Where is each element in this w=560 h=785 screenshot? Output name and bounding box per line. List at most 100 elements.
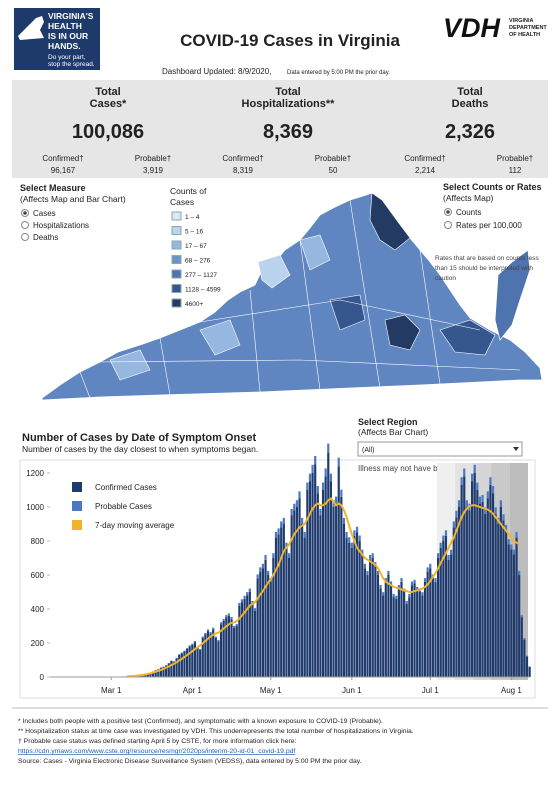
bar (457, 507, 461, 677)
bar (280, 521, 283, 528)
bar (217, 639, 220, 642)
bar (209, 633, 212, 677)
bar (301, 524, 304, 677)
bar (274, 537, 278, 677)
bar (439, 542, 442, 548)
bar (395, 598, 398, 677)
bar (193, 640, 197, 643)
bar (225, 615, 228, 618)
bar (379, 585, 382, 589)
bar (293, 503, 296, 511)
radio-label[interactable]: Deaths (33, 233, 58, 242)
kpi-title: Cases* (90, 98, 127, 110)
bar (382, 592, 385, 596)
bar (251, 601, 254, 604)
bar (395, 595, 398, 599)
bar (272, 558, 275, 677)
kpi-title: Deaths (452, 98, 489, 110)
bar (222, 620, 225, 677)
radio-label[interactable]: Rates per 100,000 (456, 221, 522, 230)
kpi-title: Total (457, 86, 482, 98)
bar (206, 631, 210, 677)
kpi-part-value: 96,167 (51, 166, 76, 175)
bar (421, 592, 424, 596)
bar (272, 553, 275, 558)
bar (162, 666, 165, 677)
bar (481, 494, 484, 502)
bar (376, 575, 380, 677)
kpi-part-label: Confirmed† (404, 154, 445, 163)
radio-button[interactable] (21, 221, 29, 229)
bar (151, 671, 155, 677)
bar (259, 567, 262, 572)
bar (201, 637, 204, 677)
legend-swatch (171, 211, 182, 221)
rates-note: Rates that are based on counts less (435, 255, 539, 262)
radio-button[interactable] (21, 233, 29, 241)
bar (486, 498, 489, 677)
bar (507, 544, 510, 677)
bar (382, 595, 385, 677)
footnote-link[interactable]: https://cdn.ymaws.com/www.cste.org/resou… (18, 748, 295, 755)
x-tick-label: Mar 1 (101, 686, 122, 695)
bar (282, 517, 285, 524)
region-value[interactable]: (All) (362, 447, 374, 454)
radio-button[interactable] (444, 221, 452, 229)
bar (345, 531, 348, 538)
footnote: ** Hospitalization status at time case w… (18, 728, 414, 735)
bar (476, 482, 479, 490)
bar (429, 568, 432, 677)
bar (246, 592, 249, 596)
kpi-part-value: 50 (329, 166, 338, 175)
bar (437, 558, 440, 677)
bar (484, 513, 487, 677)
radio-label[interactable]: Cases (33, 209, 56, 218)
radio-label[interactable]: Hospitalizations (33, 221, 89, 230)
bar (421, 595, 424, 677)
bar (523, 639, 526, 677)
radio-dot[interactable] (446, 210, 450, 214)
bar (392, 597, 395, 677)
bar (350, 542, 353, 548)
bar (219, 622, 223, 625)
bar (175, 658, 178, 677)
bar (369, 554, 372, 560)
region-dropdown[interactable] (357, 441, 523, 457)
bar (287, 558, 291, 677)
legend-swatch (171, 240, 182, 250)
bar (230, 616, 233, 620)
rates-note: caution (435, 275, 456, 282)
radio-dot[interactable] (23, 211, 27, 215)
bar (528, 666, 531, 677)
bar (413, 579, 416, 584)
bar (306, 490, 309, 677)
bar (426, 567, 429, 572)
bar (510, 549, 513, 677)
bar (183, 651, 186, 677)
radio-label[interactable]: Counts (456, 208, 481, 217)
bar (285, 542, 288, 548)
bar (324, 468, 327, 477)
bar (324, 476, 327, 677)
dropdown-arrow[interactable] (513, 447, 519, 451)
bar (261, 568, 265, 677)
bar (481, 501, 484, 677)
bar (437, 553, 440, 558)
bar (371, 553, 374, 558)
bar (306, 482, 309, 490)
bar (217, 641, 220, 677)
bar (361, 549, 364, 555)
bar (335, 496, 338, 504)
bar (298, 491, 301, 499)
bar (259, 571, 262, 677)
kpi-value: 8,369 (263, 121, 313, 143)
bar (348, 542, 351, 677)
agency-name: VIRGINIA (509, 18, 533, 24)
bar (256, 574, 259, 579)
kpi-value: 100,086 (72, 121, 144, 143)
bar (444, 535, 448, 677)
bar (507, 539, 510, 545)
bar (494, 513, 497, 677)
